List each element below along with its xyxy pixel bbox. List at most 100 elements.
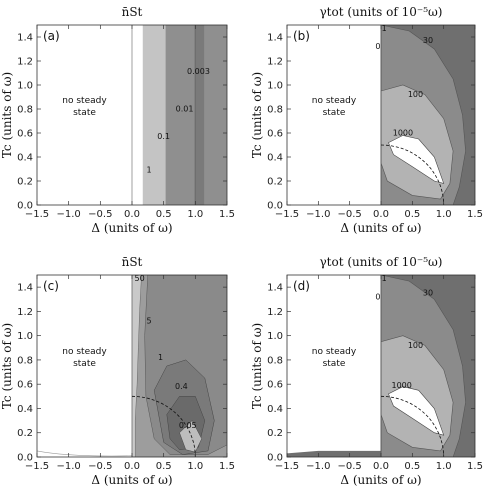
region-label: state xyxy=(323,108,346,118)
y-tick-label: 0.6 xyxy=(267,129,283,140)
x-tick-label: −1.5 xyxy=(25,461,49,472)
y-tick-label: 0.0 xyxy=(17,201,33,212)
y-tick-label: 1.2 xyxy=(17,307,33,318)
x-tick-label: 1.5 xyxy=(467,209,483,220)
contour-region xyxy=(388,386,445,436)
contour-label: 1 xyxy=(382,274,387,283)
chart-title: n̄St xyxy=(122,5,143,19)
x-tick-label: −1.0 xyxy=(57,209,81,220)
y-tick-label: 1.2 xyxy=(17,57,33,68)
panel-b: −1.5 −1.0 −0.5 0.0 0.5 1.0 1.5 0.0 0.2 0.4 0.6 0.8 1… xyxy=(250,5,483,235)
contour-label: 0 xyxy=(375,292,380,301)
x-tick-label: −0.5 xyxy=(338,209,362,220)
x-axis-label: Δ (units of ω) xyxy=(91,221,172,235)
plot-area xyxy=(380,25,475,205)
contour-band xyxy=(194,25,205,205)
x-tick-label: 1.0 xyxy=(187,461,203,472)
y-axis-label: Tc (units of ω) xyxy=(0,323,14,409)
x-tick-label: −1.5 xyxy=(275,209,299,220)
contour-band xyxy=(165,25,195,205)
y-tick-label: 0.6 xyxy=(17,129,33,140)
x-tick-label: 1.5 xyxy=(219,461,235,472)
contour-label: 1 xyxy=(158,353,163,362)
contour-label: 0 xyxy=(375,42,380,51)
contour-band xyxy=(142,25,166,205)
y-tick-label: 1.2 xyxy=(267,57,283,68)
y-tick-label: 0.2 xyxy=(267,428,283,439)
x-tick-label: −1.0 xyxy=(57,461,81,472)
x-tick-label: −1.0 xyxy=(306,209,330,220)
y-tick-label: 0.2 xyxy=(17,177,33,188)
y-tick-label: 1.2 xyxy=(267,307,283,318)
x-tick-label: −0.5 xyxy=(88,209,112,220)
contour-label: 50 xyxy=(135,274,145,283)
x-tick-label: 0.0 xyxy=(124,209,140,220)
x-tick-label: 1.0 xyxy=(436,209,452,220)
x-tick-label: −1.5 xyxy=(25,209,49,220)
region-label: no steady xyxy=(62,96,107,106)
panel-tag: (d) xyxy=(293,279,310,293)
y-tick-label: 0.8 xyxy=(267,105,283,116)
contour-label: 100 xyxy=(408,90,423,99)
x-tick-label: 0.0 xyxy=(124,461,140,472)
y-axis-label: Tc (units of ω) xyxy=(0,72,14,158)
contour-region xyxy=(388,135,445,184)
contour-label: 1000 xyxy=(393,128,413,137)
panel-a: −1.5 −1.0 −0.5 0.0 0.5 1.0 1.5 0.0 0.2 0.4 0.6 0.8 1… xyxy=(0,5,235,235)
x-axis-label: Δ (units of ω) xyxy=(340,473,421,487)
dashed-guide-curve xyxy=(131,395,196,457)
y-tick-label: 1.0 xyxy=(267,81,283,92)
y-tick-label: 0.4 xyxy=(267,153,283,164)
contour-band xyxy=(204,25,227,205)
plot-area xyxy=(287,275,475,457)
y-tick-label: 0.8 xyxy=(17,105,33,116)
y-tick-label: 0.8 xyxy=(17,355,33,366)
y-tick-label: 1.4 xyxy=(17,33,33,44)
contour-label: 0.1 xyxy=(157,132,170,141)
y-tick-label: 1.0 xyxy=(17,331,33,342)
contour-line xyxy=(37,450,133,457)
region-label: state xyxy=(73,108,96,118)
contour-label: 1 xyxy=(147,166,152,175)
contour-label: 0.4 xyxy=(175,382,188,391)
x-tick-label: 0.5 xyxy=(404,209,420,220)
plot-area xyxy=(37,275,227,457)
x-tick-label: 0.0 xyxy=(373,461,389,472)
region-label: no steady xyxy=(312,96,357,106)
panel-d: −1.5 −1.0 −0.5 0.0 0.5 1.0 1.5 0.0 0.2 0.4 0.6 0.8 1… xyxy=(250,255,483,487)
panel-tag: (c) xyxy=(43,279,59,293)
chart-title: n̄St xyxy=(122,255,143,269)
dashed-guide-curve xyxy=(380,144,445,205)
chart-title: γtot (units of 10⁻⁵ω) xyxy=(320,255,443,269)
contour-label: 30 xyxy=(423,36,433,45)
y-tick-label: 0.0 xyxy=(267,453,283,464)
contour-label: 1000 xyxy=(392,381,412,390)
y-tick-label: 1.4 xyxy=(267,33,283,44)
y-axis-label: Tc (units of ω) xyxy=(250,323,264,409)
y-tick-label: 0.6 xyxy=(17,380,33,391)
plot-area xyxy=(131,25,227,205)
contour-label: 0.05 xyxy=(179,421,197,430)
y-tick-label: 0.0 xyxy=(267,201,283,212)
x-tick-label: 1.5 xyxy=(219,209,235,220)
y-tick-label: 1.0 xyxy=(17,81,33,92)
x-tick-label: 1.0 xyxy=(187,209,203,220)
contour-region xyxy=(179,420,202,453)
region-label: state xyxy=(323,359,346,369)
y-tick-label: 0.4 xyxy=(17,153,33,164)
chart-title: γtot (units of 10⁻⁵ω) xyxy=(320,5,443,19)
contour-region xyxy=(131,275,142,457)
panel-tag: (a) xyxy=(43,29,60,43)
contour-band xyxy=(287,450,381,457)
contour-label: 5 xyxy=(147,317,152,326)
contour-label: 0.003 xyxy=(187,67,210,76)
x-tick-label: 0.5 xyxy=(404,461,420,472)
x-tick-label: −0.5 xyxy=(338,461,362,472)
x-tick-label: 0.5 xyxy=(156,461,172,472)
x-tick-label: 0.0 xyxy=(373,209,389,220)
y-tick-label: 0.0 xyxy=(17,453,33,464)
x-tick-label: 0.5 xyxy=(156,209,172,220)
y-tick-label: 0.8 xyxy=(267,355,283,366)
y-axis-label: Tc (units of ω) xyxy=(250,72,264,158)
y-tick-label: 1.4 xyxy=(17,283,33,294)
